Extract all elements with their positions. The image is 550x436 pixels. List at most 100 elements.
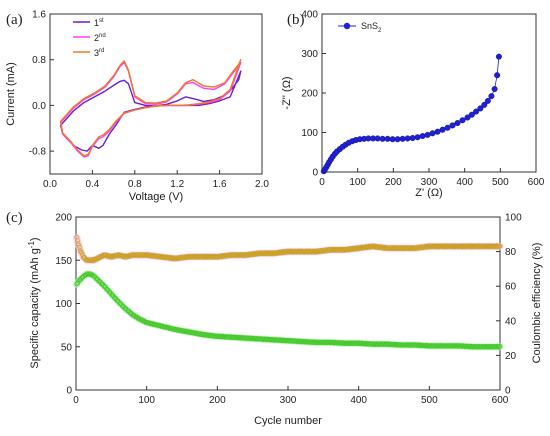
efficiency-marker <box>78 249 84 255</box>
eis-data-point <box>488 93 495 100</box>
eis-data-point <box>454 120 461 127</box>
capacity-marker <box>496 344 501 350</box>
capacity-marker <box>155 322 161 328</box>
x-tick-label: 0 <box>319 177 325 188</box>
capacity-marker <box>314 339 320 345</box>
y-tick-label: 200 <box>55 213 72 224</box>
efficiency-marker <box>280 249 286 254</box>
capacity-marker <box>468 343 474 349</box>
capacity-marker <box>337 340 343 345</box>
capacity-marker <box>305 340 311 345</box>
capacity-marker <box>410 343 415 348</box>
efficiency-marker <box>496 244 501 250</box>
y2-tick-label: 80 <box>505 247 517 258</box>
y-tick-label: 0.8 <box>32 55 46 66</box>
eis-data-point <box>439 126 446 133</box>
capacity-marker <box>348 340 354 346</box>
capacity-marker <box>391 342 397 348</box>
efficiency-marker <box>76 242 82 248</box>
capacity-marker <box>425 344 431 349</box>
capacity-marker <box>382 341 388 346</box>
capacity-marker <box>487 343 492 349</box>
capacity-series <box>73 270 504 351</box>
capacity-marker <box>245 336 251 342</box>
y-tick-label: 0.0 <box>32 101 46 112</box>
eis-data-point <box>473 108 480 115</box>
eis-data-point <box>444 124 451 131</box>
efficiency-marker <box>494 243 500 249</box>
eis-nyquist-series <box>320 53 502 175</box>
efficiency-marker <box>217 253 223 259</box>
efficiency-marker <box>131 252 137 257</box>
efficiency-marker <box>103 252 108 258</box>
efficiency-marker <box>106 254 112 260</box>
efficiency-marker <box>475 244 480 250</box>
capacity-marker <box>477 344 483 350</box>
eis-x-axis-label: Z' (Ω) <box>415 187 442 199</box>
capacity-marker <box>297 339 303 345</box>
x-tick-label: 400 <box>350 395 367 406</box>
capacity-marker <box>433 344 438 349</box>
efficiency-marker <box>151 254 157 259</box>
x-tick-label: 200 <box>209 395 226 406</box>
efficiency-marker <box>356 245 361 250</box>
x-tick-label: 500 <box>421 395 438 406</box>
capacity-marker <box>365 342 371 347</box>
y-tick-label: 400 <box>301 10 318 21</box>
capacity-marker <box>237 335 243 341</box>
capacity-marker <box>450 343 455 348</box>
capacity-marker <box>209 333 214 339</box>
capacity-marker <box>451 344 457 349</box>
efficiency-marker <box>381 246 386 251</box>
eis-data-point <box>477 105 484 112</box>
efficiency-marker <box>416 244 422 250</box>
efficiency-marker <box>200 255 206 260</box>
efficiency-marker <box>183 254 189 259</box>
legend-label-sns2: SnS2 <box>361 21 382 34</box>
efficiency-marker <box>79 250 84 256</box>
capacity-marker <box>485 344 491 350</box>
x-tick-label: 600 <box>492 395 509 406</box>
y2-tick-label: 100 <box>505 213 522 224</box>
capacity-marker <box>279 338 284 344</box>
efficiency-marker <box>497 243 503 249</box>
eis-data-point <box>374 135 381 142</box>
cycling-x-axis-label: Cycle number <box>254 415 322 427</box>
capacity-marker <box>442 343 448 348</box>
capacity-marker <box>191 330 196 336</box>
y-tick-label: 50 <box>61 342 73 353</box>
eis-data-point <box>464 114 471 121</box>
capacity-marker <box>157 323 162 329</box>
eis-data-point <box>429 130 436 137</box>
eis-data-point <box>384 135 391 142</box>
efficiency-marker <box>484 243 489 249</box>
efficiency-marker <box>364 244 369 249</box>
capacity-marker <box>424 342 429 348</box>
efficiency-marker <box>115 253 120 258</box>
capacity-marker <box>374 341 380 346</box>
efficiency-marker <box>270 250 275 255</box>
capacity-marker <box>253 336 259 342</box>
efficiency-marker <box>311 248 317 254</box>
capacity-marker <box>277 337 283 343</box>
x-tick-label: 100 <box>138 395 155 406</box>
efficiency-marker <box>244 252 249 257</box>
efficiency-marker <box>220 253 226 258</box>
efficiency-marker <box>77 245 82 250</box>
capacity-marker <box>175 327 181 333</box>
y-tick-label: 1.6 <box>32 10 46 21</box>
panel-label-b: (b) <box>287 12 305 28</box>
y-tick-label: 0 <box>312 168 318 179</box>
cv-legend: 1st 2nd 3rd <box>73 18 106 58</box>
eis-ticks: 0 100 200 300 400 500 600 0 100 200 300 400 <box>301 10 544 189</box>
cv-ticks: 0.0 0.4 0.8 1.2 1.6 2.0 -0.8 0.0 0.8 1.6 <box>29 10 270 191</box>
efficiency-marker <box>109 254 115 260</box>
y2-tick-label: 40 <box>505 316 517 327</box>
capacity-marker <box>217 333 223 339</box>
cv-panel: (a) 0.0 0.4 0.8 1.2 1.6 2.0 -0.8 0.0 0.8 1.6 Volt… <box>5 10 269 204</box>
legend-label-cycle-1: 1st <box>94 18 104 28</box>
efficiency-marker <box>234 253 240 258</box>
legend-swatch-marker-sns2 <box>343 22 351 30</box>
legend-label-cycle-2: 2nd <box>94 33 106 43</box>
efficiency-marker <box>184 254 190 260</box>
